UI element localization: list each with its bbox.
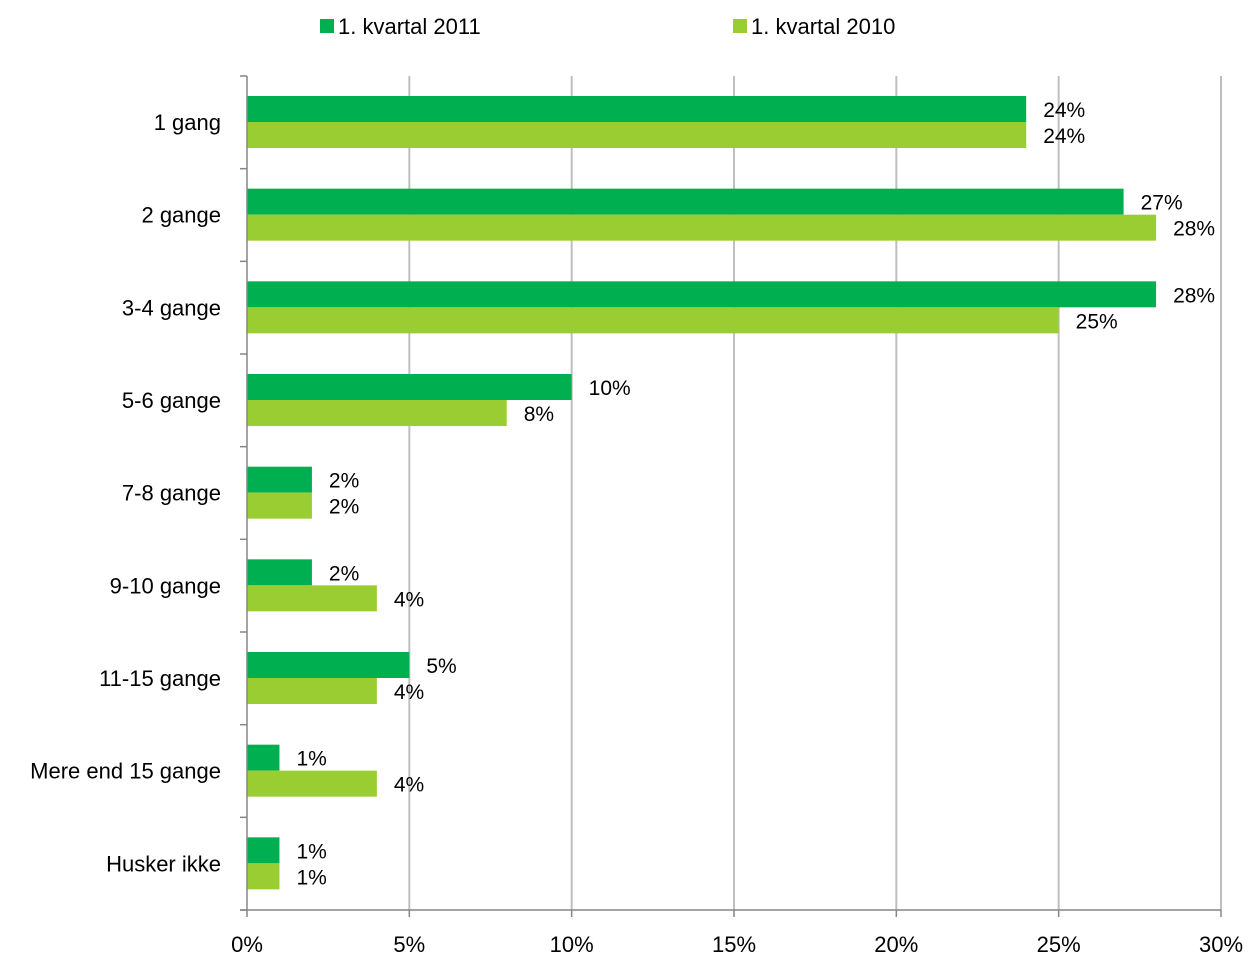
legend: 1. kvartal 2011 1. kvartal 2010 (320, 14, 895, 39)
axes (240, 75, 1222, 917)
bar (247, 585, 377, 612)
data-label: 2% (329, 562, 359, 585)
bar (247, 400, 507, 426)
x-tick-label: 15% (712, 932, 756, 956)
bar (247, 214, 1157, 241)
x-tick-label: 5% (393, 932, 425, 956)
bar (247, 863, 280, 890)
bar (247, 559, 312, 586)
category-label: 2 gange (141, 203, 221, 228)
data-label: 1% (296, 748, 326, 771)
bar (247, 770, 377, 797)
bar (247, 122, 1027, 148)
bar (247, 96, 1027, 122)
x-tick-label: 20% (874, 932, 918, 956)
legend-swatch (733, 19, 747, 33)
bar (247, 307, 1059, 334)
bar (247, 837, 280, 864)
legend-label: 1. kvartal 2011 (338, 14, 481, 39)
x-tick-label: 25% (1037, 932, 1081, 956)
x-tick-label: 0% (231, 932, 263, 956)
category-label: 1 gang (154, 110, 221, 135)
data-label: 24% (1043, 99, 1085, 122)
data-label: 5% (426, 655, 456, 678)
category-label: Mere end 15 gange (30, 759, 221, 784)
bar (247, 744, 280, 771)
data-label: 4% (394, 681, 424, 704)
data-label: 8% (524, 403, 554, 426)
data-label: 4% (394, 774, 424, 797)
labels: 0% 5% 10% 15% 20% 25% 30% 1 gang 2 gange 3-4 gang… (30, 99, 1243, 956)
bar (247, 652, 410, 678)
category-label: 3-4 gange (122, 295, 221, 320)
x-tick-label: 30% (1199, 932, 1243, 956)
bar (247, 492, 312, 519)
data-label: 2% (329, 470, 359, 493)
bar (247, 466, 312, 493)
category-label: 11-15 gange (99, 666, 221, 691)
bar (247, 678, 377, 704)
legend-label: 1. kvartal 2010 (751, 14, 895, 39)
data-label: 28% (1173, 218, 1215, 241)
bars (247, 96, 1157, 890)
data-label: 25% (1076, 310, 1118, 333)
bar (247, 374, 572, 400)
data-label: 4% (394, 588, 424, 611)
data-label: 28% (1173, 284, 1215, 307)
bar (247, 188, 1124, 215)
data-label: 1% (296, 866, 326, 889)
data-label: 10% (589, 377, 631, 400)
legend-swatch (320, 19, 334, 33)
x-tick-label: 10% (550, 932, 594, 956)
data-label: 2% (329, 496, 359, 519)
category-label: Husker ikke (106, 851, 221, 876)
category-label: 9-10 gange (110, 573, 221, 598)
data-label: 24% (1043, 125, 1085, 148)
data-label: 1% (296, 840, 326, 863)
category-label: 7-8 gange (122, 481, 221, 506)
category-label: 5-6 gange (122, 388, 221, 413)
data-label: 27% (1141, 192, 1183, 215)
bar (247, 281, 1157, 308)
